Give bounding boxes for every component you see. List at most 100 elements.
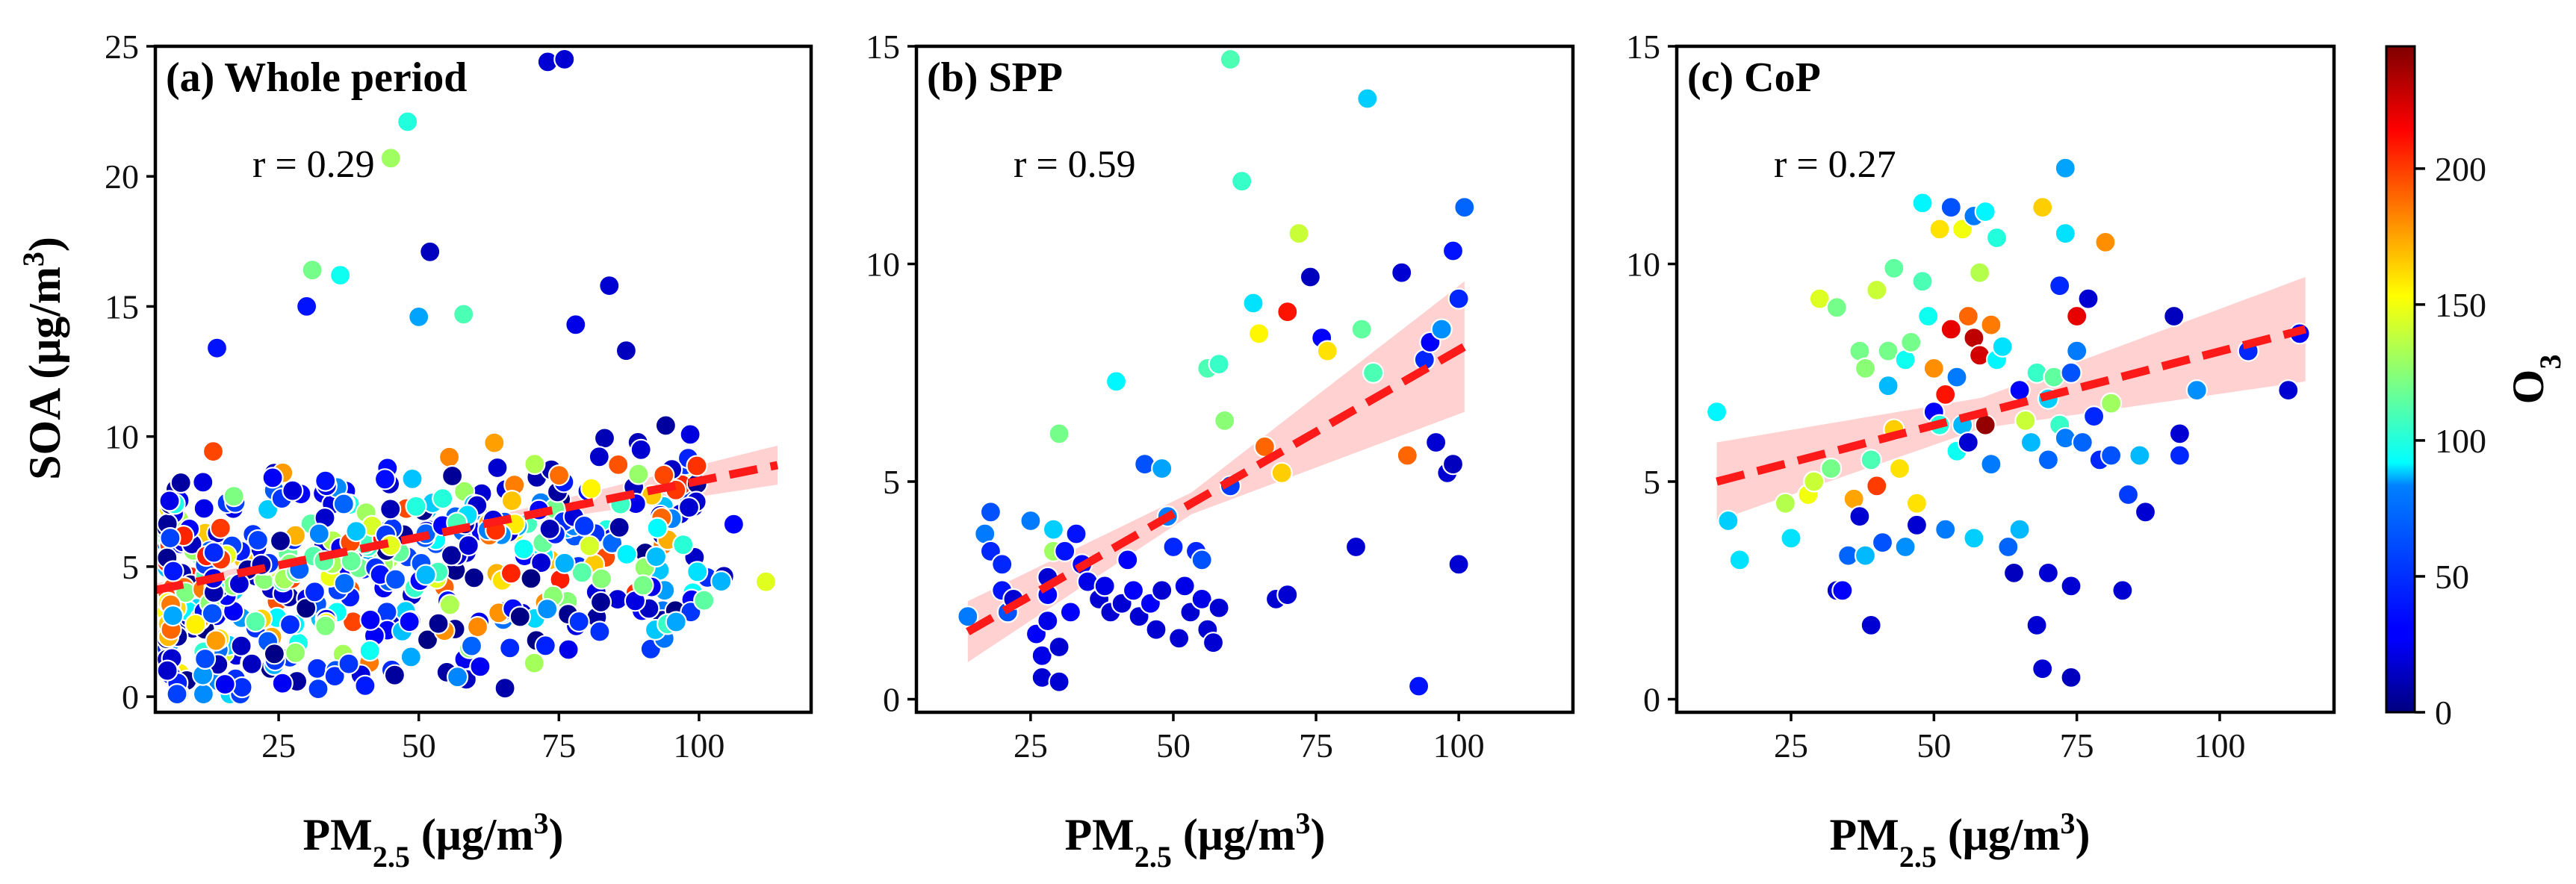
scatter-point <box>1396 444 1418 467</box>
scatter-point <box>1247 323 1270 345</box>
scatter-point <box>2026 614 2048 637</box>
scatter-point <box>1407 675 1430 697</box>
scatter-point <box>1447 287 1470 310</box>
scatter-point <box>524 452 546 476</box>
scatter-point <box>1825 296 1848 319</box>
scatter-point <box>205 629 227 652</box>
scatter-point <box>1362 361 1385 384</box>
scatter-point <box>1980 314 2002 336</box>
y-tick-label: 10 <box>866 246 900 284</box>
scatter-point <box>246 529 269 552</box>
scatter-point <box>654 414 677 437</box>
scatter-point <box>627 463 650 485</box>
scatter-point <box>2049 275 2071 297</box>
scatter-point <box>1167 627 1191 650</box>
regression-line <box>154 461 779 594</box>
scatter-point <box>509 606 531 628</box>
scatter-point <box>441 464 464 488</box>
scatter-point <box>979 501 1002 523</box>
scatter-point <box>405 495 427 517</box>
scatter-point <box>1441 240 1465 262</box>
scatter-point <box>1980 453 2002 476</box>
scatter-point <box>1860 614 1882 637</box>
scatter-point <box>646 517 668 539</box>
y-tick-label: 0 <box>122 678 139 716</box>
scatter-point <box>438 594 462 616</box>
scatter-point <box>1917 305 1940 328</box>
scatter-point <box>1031 644 1053 667</box>
scatter-point <box>162 560 184 582</box>
correlation-label: r = 0.59 <box>1014 143 1136 186</box>
x-tick-label: 25 <box>1774 726 1808 765</box>
scatter-point <box>1969 261 1991 284</box>
scatter-point <box>379 147 402 169</box>
scatter-point <box>184 613 207 635</box>
scatter-point <box>2037 449 2059 471</box>
scatter-point <box>323 664 346 688</box>
scatter-point <box>1344 535 1368 558</box>
scatter-point <box>1093 575 1116 597</box>
scatter-point <box>285 641 307 664</box>
x-axis-label-c: PM2.5 (μg/m3) <box>1830 806 2091 874</box>
plot-frame <box>1675 44 2336 715</box>
scatter-point <box>1877 375 1899 397</box>
scatter-point <box>693 589 716 611</box>
scatter-point <box>408 305 430 328</box>
scatter-point <box>1780 527 1802 550</box>
scatter-point <box>500 489 524 512</box>
x-axis-label-b: PM2.5 (μg/m3) <box>1065 806 1326 874</box>
y-tick-label: 20 <box>105 158 139 196</box>
scatter-point <box>400 646 422 668</box>
scatter-point <box>2071 431 2094 454</box>
scatter-point <box>1706 401 1728 423</box>
scatter-point <box>632 574 654 597</box>
scatter-point <box>1151 579 1173 602</box>
scatter-point <box>1974 200 1996 223</box>
correlation-label: r = 0.27 <box>1774 143 1896 186</box>
scatter-point <box>2060 575 2082 597</box>
scatter-point <box>1356 87 1379 110</box>
panel-title: (b) SPP <box>927 55 1063 101</box>
scatter-point <box>223 485 245 508</box>
scatter-point <box>1928 218 1951 240</box>
scatter-point <box>1048 635 1070 659</box>
scatter-point <box>1997 535 2020 558</box>
colorbar-tick-label: 100 <box>2435 422 2486 460</box>
scatter-point <box>1208 353 1230 376</box>
scatter-point <box>340 550 362 573</box>
scatter-point <box>1860 449 1882 471</box>
scatter-point <box>279 613 302 636</box>
scatter-point <box>397 110 419 133</box>
regression-line <box>1716 325 2307 486</box>
colorbar: 0 50 100 150 200 O3 <box>2385 45 2567 732</box>
panel-whole-period: 25 50 75 100 0 5 10 15 20 25 (a) Whole period r =… <box>105 28 813 765</box>
colorbar-tick-label: 0 <box>2435 694 2452 732</box>
scatter-point <box>1991 335 2014 358</box>
scatter-point <box>1151 457 1173 480</box>
scatter-point <box>2163 305 2185 328</box>
scatter-point <box>201 602 223 625</box>
scatter-point <box>1854 544 1877 567</box>
scatter-point <box>593 427 616 449</box>
scatter-point <box>419 240 441 263</box>
scatter-point <box>607 453 630 476</box>
scatter-point <box>677 496 701 519</box>
scatter-point <box>1940 196 1962 219</box>
scatter-point <box>1037 609 1059 632</box>
scatter-point <box>1905 514 1928 536</box>
scatter-point <box>672 533 695 556</box>
scatter-point <box>2100 444 2123 467</box>
scatter-point <box>269 529 292 552</box>
scatter-point <box>170 471 192 494</box>
scatter-point <box>261 467 284 489</box>
scatter-point <box>314 470 337 492</box>
scatter-point <box>1888 457 1911 480</box>
scatter-point <box>1911 192 1934 214</box>
scatter-point <box>686 561 709 583</box>
scatter-point <box>1059 601 1082 623</box>
scatter-point <box>202 440 225 463</box>
scatter-point <box>214 673 236 696</box>
y-tick-label: 0 <box>883 681 900 719</box>
scatter-point <box>1391 261 1413 284</box>
